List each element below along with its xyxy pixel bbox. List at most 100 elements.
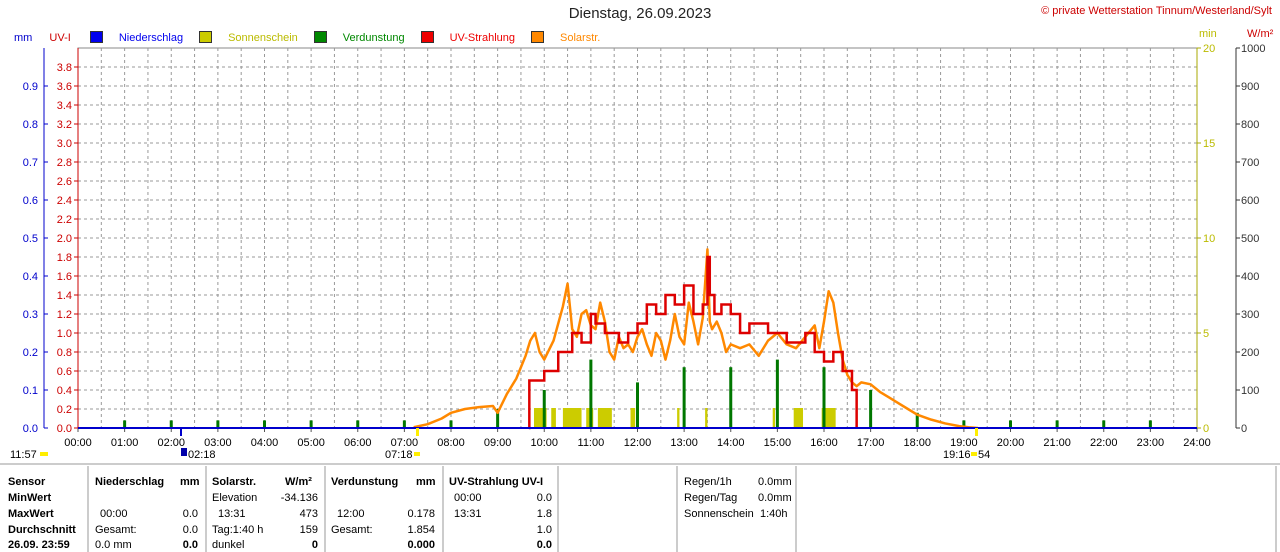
evap-max-time: 12:00 bbox=[337, 508, 365, 520]
evap-unit: mm bbox=[416, 476, 436, 488]
uv-min-time: 00:00 bbox=[454, 492, 482, 504]
evaporation-bar bbox=[123, 420, 127, 428]
solar-avg-value: 159 bbox=[299, 524, 318, 536]
sensor-header: Sensor bbox=[8, 476, 46, 488]
uv-tick-label: 1.0 bbox=[57, 328, 72, 340]
uv-tick-label: 1.4 bbox=[57, 290, 72, 302]
wm2-unit-label: W/m² bbox=[1247, 28, 1274, 40]
x-tick-label: 18:00 bbox=[903, 437, 931, 449]
evaporation-bar bbox=[216, 420, 220, 428]
uv-max-time: 13:31 bbox=[454, 508, 482, 520]
evaporation-bar bbox=[1148, 420, 1152, 428]
mm-tick-label: 0.5 bbox=[23, 233, 38, 245]
evaporation-bar bbox=[822, 367, 826, 428]
sunshine-bar bbox=[705, 408, 708, 428]
min-tick-label: 15 bbox=[1203, 138, 1215, 150]
wm2-tick-label: 200 bbox=[1241, 347, 1259, 359]
min-tick-label: 10 bbox=[1203, 233, 1215, 245]
evap-current: 0.000 bbox=[407, 539, 435, 551]
evap-total-value: 1.854 bbox=[407, 524, 435, 536]
precip-unit: mm bbox=[180, 476, 200, 488]
solar-day-label: Tag:1:40 h bbox=[212, 524, 264, 536]
evaporation-bar bbox=[915, 412, 919, 428]
evaporation-bar bbox=[1055, 420, 1059, 428]
legend-item-4: Solarstr. bbox=[531, 31, 601, 44]
row-date: 26.09. 23:59 bbox=[8, 539, 70, 551]
x-tick-label: 15:00 bbox=[764, 437, 792, 449]
precip-total-value: 0.0 bbox=[182, 524, 198, 536]
solar-max-value: 473 bbox=[299, 508, 318, 520]
x-tick-label: 05:00 bbox=[297, 437, 325, 449]
legend-swatch bbox=[89, 31, 103, 43]
uv-tick-label: 1.8 bbox=[57, 252, 72, 264]
moonset-time: 02:18 bbox=[188, 449, 216, 461]
sunset-time: 19:16 bbox=[943, 449, 971, 461]
uv-tick-label: 3.0 bbox=[57, 138, 72, 150]
wm2-tick-label: 700 bbox=[1241, 157, 1259, 169]
uv-radiation-line bbox=[528, 255, 858, 430]
evap-header: Verdunstung bbox=[331, 476, 399, 488]
legend-item-2: Verdunstung bbox=[313, 31, 405, 44]
uv-tick-label: 0.8 bbox=[57, 347, 72, 359]
uv-tick-label: 2.8 bbox=[57, 157, 72, 169]
evaporation-bar bbox=[1009, 420, 1012, 428]
legend-item-1: Sonnenschein bbox=[199, 31, 298, 44]
precip-max-time: 00:00 bbox=[100, 508, 128, 520]
legend-swatch bbox=[531, 31, 545, 43]
sunshine-bar bbox=[551, 408, 556, 428]
x-tick-label: 07:00 bbox=[391, 437, 419, 449]
x-tick-label: 20:00 bbox=[997, 437, 1025, 449]
evaporation-bar bbox=[1102, 420, 1106, 428]
min-unit-label: min bbox=[1199, 28, 1217, 40]
legend-label: Niederschlag bbox=[118, 32, 184, 44]
x-tick-label: 02:00 bbox=[157, 437, 185, 449]
legend-item-3: UV-Strahlung bbox=[420, 31, 516, 44]
evaporation-bar bbox=[169, 420, 173, 428]
sunset-axis-marker bbox=[975, 428, 978, 436]
x-tick-label: 19:00 bbox=[950, 437, 978, 449]
uv-tick-label: 3.4 bbox=[57, 100, 72, 112]
sunshine-bar bbox=[630, 408, 636, 428]
x-tick-label: 16:00 bbox=[810, 437, 838, 449]
x-tick-label: 06:00 bbox=[344, 437, 372, 449]
wm2-tick-label: 0 bbox=[1241, 423, 1247, 435]
sunrise-axis-marker bbox=[416, 428, 419, 436]
legend-label: UV-Strahlung bbox=[449, 32, 516, 44]
wm2-tick-label: 300 bbox=[1241, 309, 1259, 321]
legend-units-uv: UV-I bbox=[49, 32, 71, 44]
mm-tick-label: 0.2 bbox=[23, 347, 38, 359]
solar-elevation-label: Elevation bbox=[212, 492, 258, 504]
sunrise-time: 07:18 bbox=[385, 449, 413, 461]
x-tick-label: 01:00 bbox=[111, 437, 139, 449]
x-tick-label: 21:00 bbox=[1043, 437, 1071, 449]
uv-tick-label: 2.4 bbox=[57, 195, 72, 207]
legend-label: Solarstr. bbox=[560, 32, 601, 44]
evaporation-bar bbox=[636, 382, 639, 428]
x-tick-label: 24:00 bbox=[1183, 437, 1211, 449]
mm-tick-label: 0.4 bbox=[23, 271, 38, 283]
moonrise-time: 11:57 bbox=[10, 449, 37, 461]
sunshine-value: 1:40h bbox=[760, 508, 788, 520]
uv-tick-label: 0.4 bbox=[57, 385, 72, 397]
uv-avg-value: 1.0 bbox=[536, 524, 552, 536]
solar-max-time: 13:31 bbox=[218, 508, 246, 520]
row-min: MinWert bbox=[8, 492, 52, 504]
uv-tick-label: 2.6 bbox=[57, 176, 72, 188]
sunshine-bar bbox=[597, 408, 612, 428]
x-tick-label: 09:00 bbox=[484, 437, 512, 449]
solar-radiation-line bbox=[413, 248, 978, 430]
x-tick-label: 13:00 bbox=[670, 437, 698, 449]
row-avg: Durchschnitt bbox=[8, 524, 76, 536]
rain-1h-label: Regen/1h bbox=[684, 476, 732, 488]
row-max: MaxWert bbox=[8, 508, 54, 520]
copyright-note: © private Wetterstation Tinnum/Westerlan… bbox=[1041, 5, 1272, 17]
solar-unit: W/m² bbox=[285, 476, 312, 488]
mm-tick-label: 0.1 bbox=[23, 385, 38, 397]
solar-state: dunkel bbox=[212, 539, 245, 551]
mm-tick-label: 0.9 bbox=[23, 81, 38, 93]
x-tick-label: 22:00 bbox=[1090, 437, 1118, 449]
evaporation-bar bbox=[589, 359, 593, 428]
evaporation-bar bbox=[542, 390, 546, 428]
solar-elevation-value: -34.136 bbox=[280, 492, 318, 504]
evaporation-bar bbox=[449, 420, 453, 428]
